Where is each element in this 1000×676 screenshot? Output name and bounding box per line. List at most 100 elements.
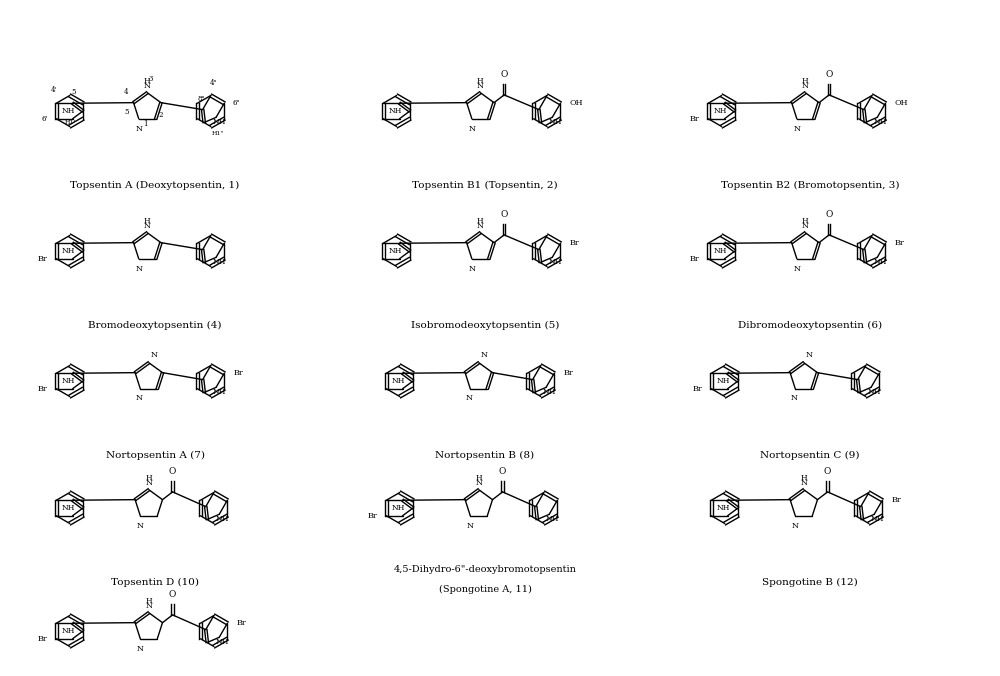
Text: N: N	[802, 222, 809, 231]
Text: N: N	[151, 351, 158, 359]
Text: O: O	[824, 466, 831, 476]
Text: N: N	[467, 522, 474, 530]
Text: 8": 8"	[197, 95, 205, 103]
Text: N: N	[792, 522, 799, 530]
Text: 6': 6'	[41, 115, 48, 123]
Text: OH: OH	[895, 99, 908, 107]
Text: 3: 3	[148, 75, 152, 83]
Text: N: N	[468, 125, 475, 132]
Text: NH: NH	[62, 504, 75, 512]
Text: Br: Br	[564, 369, 573, 377]
Text: H: H	[800, 474, 807, 482]
Text: Isobromodeoxytopsentin (5): Isobromodeoxytopsentin (5)	[411, 321, 559, 330]
Text: O: O	[825, 70, 833, 78]
Text: H: H	[144, 77, 151, 85]
Text: OH: OH	[570, 99, 583, 107]
Text: N: N	[135, 125, 142, 132]
Text: Br: Br	[234, 369, 243, 377]
Text: Nortopsentin C (9): Nortopsentin C (9)	[760, 451, 860, 460]
Text: N: N	[806, 351, 813, 359]
Text: Br: Br	[895, 239, 904, 247]
Text: N: N	[477, 222, 484, 231]
Text: H: H	[475, 474, 482, 482]
Text: Br: Br	[237, 619, 246, 627]
Text: O: O	[169, 466, 176, 476]
Text: NH: NH	[62, 107, 75, 115]
Text: N: N	[790, 394, 797, 402]
Text: N: N	[135, 265, 142, 273]
Text: NH: NH	[392, 377, 405, 385]
Text: NH: NH	[212, 389, 226, 396]
Text: NH: NH	[215, 516, 229, 523]
Text: NH: NH	[388, 107, 402, 115]
Text: NH: NH	[62, 627, 75, 635]
Text: NH: NH	[392, 504, 405, 512]
Text: Br: Br	[689, 255, 699, 263]
Text: N: N	[135, 394, 142, 402]
Text: NH: NH	[62, 247, 75, 255]
Text: Nortopsentin B (8): Nortopsentin B (8)	[435, 451, 535, 460]
Text: NH: NH	[215, 638, 229, 646]
Text: 2: 2	[158, 111, 163, 119]
Text: NH: NH	[717, 504, 730, 512]
Text: Topsentin D (10): Topsentin D (10)	[111, 578, 199, 587]
Text: 5: 5	[124, 108, 129, 116]
Text: NH: NH	[545, 516, 559, 523]
Text: NH: NH	[713, 107, 727, 115]
Text: N: N	[793, 265, 800, 273]
Text: Br: Br	[367, 512, 377, 520]
Text: Topsentin B2 (Bromotopsentin, 3): Topsentin B2 (Bromotopsentin, 3)	[721, 181, 899, 190]
Text: N: N	[465, 394, 472, 402]
Text: Br: Br	[37, 635, 47, 643]
Text: NH: NH	[388, 247, 402, 255]
Text: N: N	[477, 82, 484, 90]
Text: NH: NH	[548, 258, 562, 266]
Text: O: O	[499, 466, 506, 476]
Text: H: H	[802, 77, 809, 85]
Text: NH: NH	[717, 377, 730, 385]
Text: NH: NH	[548, 118, 562, 126]
Text: H: H	[145, 597, 152, 605]
Text: O: O	[169, 589, 176, 599]
Text: O: O	[500, 70, 508, 78]
Text: H1": H1"	[211, 131, 223, 136]
Text: Dibromodeoxytopsentin (6): Dibromodeoxytopsentin (6)	[738, 321, 882, 330]
Text: NH: NH	[212, 258, 226, 266]
Text: NH: NH	[212, 118, 226, 126]
Text: Br: Br	[37, 385, 47, 393]
Text: N: N	[144, 82, 151, 90]
Text: Nortopsentin A (7): Nortopsentin A (7)	[106, 451, 205, 460]
Text: N: N	[145, 479, 152, 487]
Text: NH: NH	[62, 377, 75, 385]
Text: NH: NH	[873, 118, 887, 126]
Text: N: N	[137, 645, 144, 653]
Text: 4': 4'	[51, 86, 57, 94]
Text: Br: Br	[892, 496, 901, 504]
Text: H: H	[477, 217, 484, 225]
Text: N: N	[800, 479, 807, 487]
Text: H: H	[477, 77, 484, 85]
Text: H: H	[144, 217, 151, 225]
Text: NH: NH	[870, 516, 884, 523]
Text: NH: NH	[867, 389, 881, 396]
Text: N: N	[793, 125, 800, 132]
Text: N: N	[468, 265, 475, 273]
Text: (Spongotine A, 11): (Spongotine A, 11)	[439, 585, 531, 594]
Text: Br: Br	[37, 255, 47, 263]
Text: NH: NH	[542, 389, 556, 396]
Text: O: O	[500, 210, 508, 219]
Text: H: H	[802, 217, 809, 225]
Text: 4: 4	[124, 89, 128, 97]
Text: N: N	[475, 479, 482, 487]
Text: N: N	[137, 522, 144, 530]
Text: Spongotine B (12): Spongotine B (12)	[762, 578, 858, 587]
Text: N: N	[145, 602, 152, 610]
Text: N: N	[802, 82, 809, 90]
Text: Br: Br	[570, 239, 579, 247]
Text: 6": 6"	[233, 99, 240, 107]
Text: 4": 4"	[209, 79, 217, 87]
Text: NH: NH	[873, 258, 887, 266]
Text: N: N	[481, 351, 488, 359]
Text: Topsentin A (Deoxytopsentin, 1): Topsentin A (Deoxytopsentin, 1)	[70, 181, 240, 190]
Text: Br: Br	[692, 385, 702, 393]
